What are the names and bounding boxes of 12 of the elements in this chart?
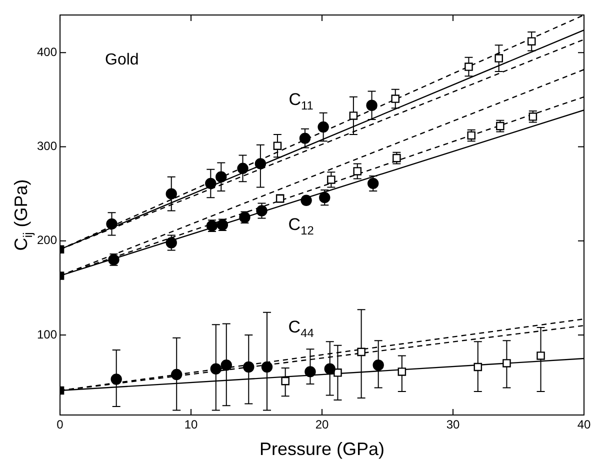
x-tick-label: 0 (56, 418, 64, 432)
y-tick-label: 100 (36, 327, 58, 342)
x-tick-label: 20 (315, 418, 330, 432)
x-tick-label: 40 (577, 418, 591, 432)
x-tick-label: 30 (446, 418, 460, 432)
x-tick-label: 10 (184, 418, 198, 432)
x-axis-title: Pressure (GPa) (259, 439, 385, 460)
y-tick-label: 300 (36, 139, 58, 154)
annotation: Gold (105, 51, 139, 68)
y-axis-title: Cij (GPa) (10, 179, 35, 251)
y-tick-label: 200 (36, 233, 58, 248)
y-tick-label: 400 (36, 44, 58, 59)
